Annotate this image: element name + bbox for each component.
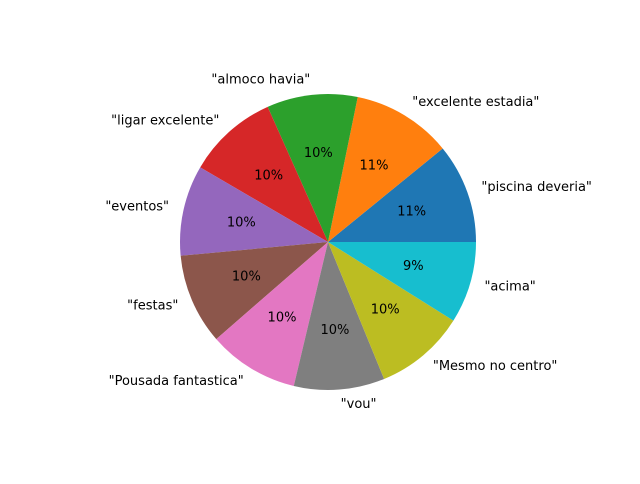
pie-category-label-3: "ligar excelente"	[111, 113, 219, 128]
pie-category-label-9: "acima"	[484, 279, 535, 294]
pie-category-label-1: "excelente estadia"	[412, 95, 539, 110]
pie-slice-3	[200, 106, 328, 242]
pie-category-label-2: "almoco havia"	[211, 73, 310, 88]
pie-category-label-8: "Mesmo no centro"	[433, 359, 558, 374]
pie-slice-2	[267, 94, 358, 242]
pie-slice-4	[180, 167, 328, 256]
pie-percent-label-0: 11%	[397, 205, 426, 220]
pie-percent-label-1: 11%	[360, 159, 389, 174]
pie-percent-label-5: 10%	[232, 269, 261, 284]
pie-slice-8	[328, 242, 454, 379]
pie-category-label-4: "eventos"	[105, 199, 169, 214]
pie-percent-label-7: 10%	[320, 323, 349, 338]
pie-category-label-7: "vou"	[341, 397, 377, 412]
pie-category-labels: "piscina deveria" "excelente estadia" "alm…	[105, 73, 592, 412]
pie-slice-5	[180, 242, 328, 340]
pie-slices	[180, 94, 476, 390]
pie-slice-6	[216, 242, 328, 386]
pie-percent-label-6: 10%	[268, 310, 297, 325]
pie-percent-label-9: 9%	[403, 259, 424, 274]
pie-percent-label-8: 10%	[371, 302, 400, 317]
pie-category-label-5: "festas"	[127, 299, 178, 314]
pie-slice-7	[293, 242, 385, 390]
pie-percent-label-2: 10%	[304, 146, 333, 161]
pie-category-label-0: "piscina deveria"	[481, 180, 592, 195]
pie-category-label-6: "Pousada fantastica"	[109, 374, 244, 389]
pie-percent-label-3: 10%	[254, 168, 283, 183]
pie-slice-1	[328, 97, 443, 242]
pie-slice-0	[328, 148, 476, 242]
pie-slice-9	[328, 242, 476, 321]
pie-percent-label-4: 10%	[227, 215, 256, 230]
pie-percent-labels: 11% 11% 10% 10% 10% 10% 10% 10% 10% 9%	[227, 146, 426, 338]
